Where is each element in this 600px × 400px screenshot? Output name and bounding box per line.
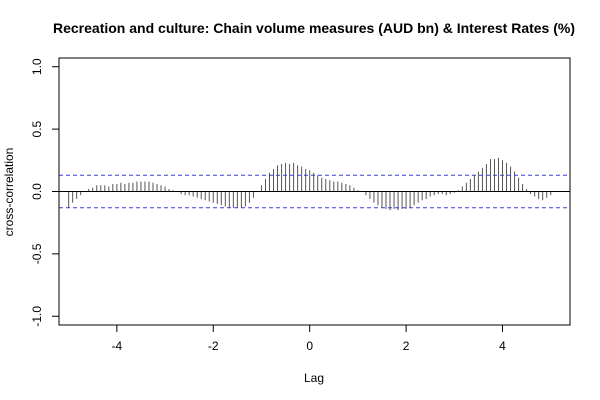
x-tick-label: -4: [112, 339, 123, 353]
ccf-bars: [59, 157, 570, 211]
x-tick-label: 2: [403, 339, 410, 353]
y-tick-label: 1.0: [30, 58, 44, 75]
x-tick-label: -2: [208, 339, 219, 353]
y-axis-label: cross-correlation: [2, 148, 16, 237]
y-tick-label: -0.5: [30, 243, 44, 264]
y-axis: -1.0 -0.5 0.0 0.5 1.0: [30, 58, 60, 327]
y-tick-label: -1.0: [30, 306, 44, 327]
x-tick-label: 0: [306, 339, 313, 353]
y-tick-label: 0.5: [30, 120, 44, 137]
x-tick-label: 4: [499, 339, 506, 353]
x-axis-label: Lag: [304, 371, 324, 385]
y-tick-label: 0.0: [30, 183, 44, 200]
chart-title: Recreation and culture: Chain volume mea…: [53, 20, 575, 36]
x-axis: -4 -2 0 2 4: [112, 324, 506, 353]
